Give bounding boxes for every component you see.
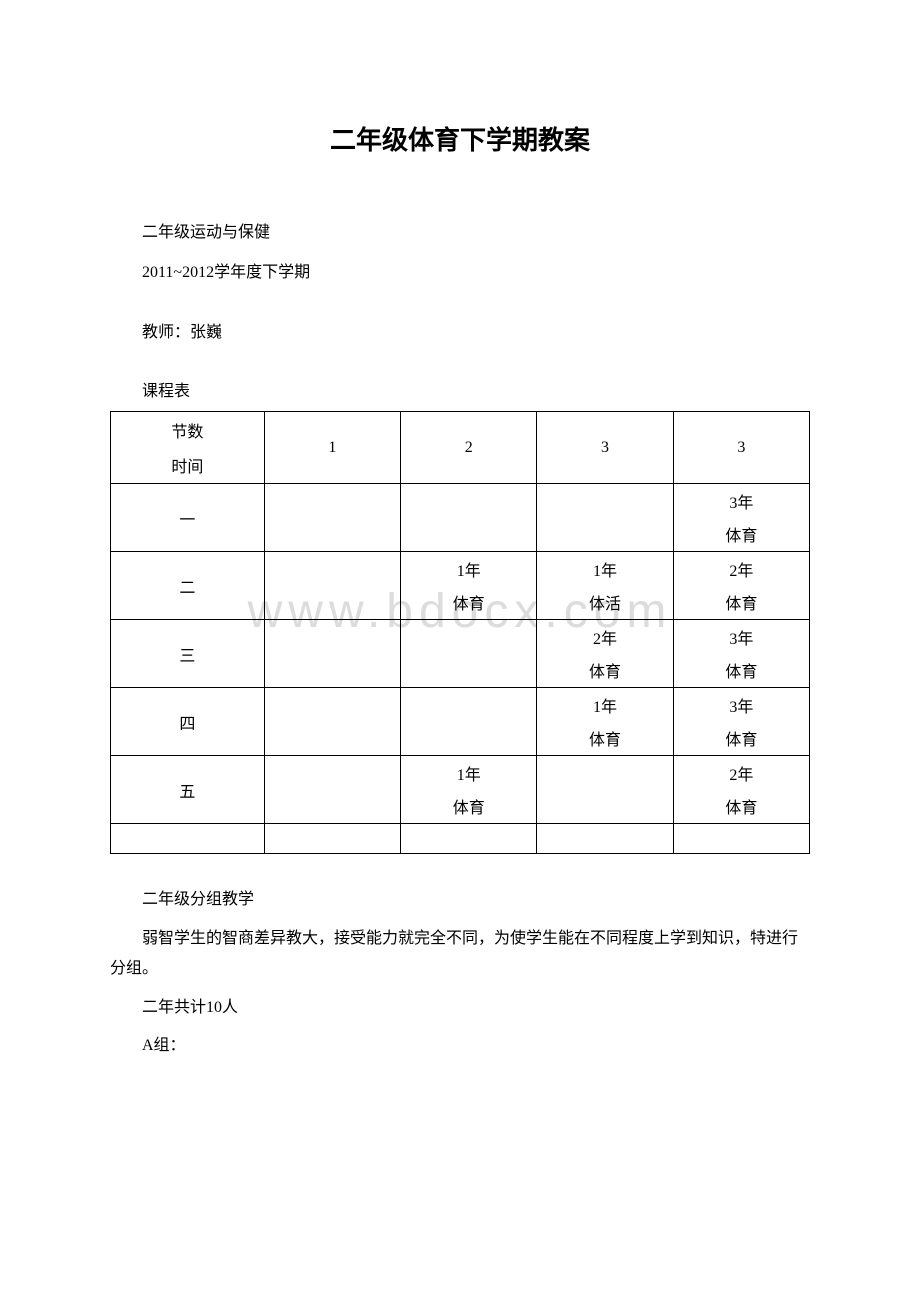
group-para: 弱智学生的智商差异教大，接受能力就完全不同，为使学生能在不同程度上学到知识，特进…	[110, 924, 810, 985]
cell	[537, 756, 673, 790]
day-cell: 五	[111, 756, 265, 824]
day-cell: 三	[111, 620, 265, 688]
cell	[264, 654, 400, 688]
cell: 体育	[537, 654, 673, 688]
table-row: 一 3年	[111, 484, 810, 518]
cell	[264, 688, 400, 722]
day-cell: 四	[111, 688, 265, 756]
group-a-label: A组：	[110, 1031, 810, 1061]
cell: 1年	[537, 552, 673, 586]
cell	[264, 620, 400, 654]
cell: 3年	[673, 688, 809, 722]
header-col-1: 1	[264, 412, 400, 484]
cell: 体育	[673, 790, 809, 824]
schedule-heading: 课程表	[110, 377, 810, 401]
cell: 2年	[673, 756, 809, 790]
day-cell: 二	[111, 552, 265, 620]
cell: 3年	[673, 620, 809, 654]
cell: 3年	[673, 484, 809, 518]
cell	[537, 824, 673, 854]
cell	[264, 484, 400, 518]
table-header-row: 节数 1 2 3 3	[111, 412, 810, 448]
table-row: 四 1年 3年	[111, 688, 810, 722]
meta-subject: 二年级运动与保健	[110, 217, 810, 249]
cell: 体育	[537, 722, 673, 756]
cell	[673, 824, 809, 854]
group-heading: 二年级分组教学	[110, 884, 810, 916]
group-count: 二年共计10人	[110, 993, 810, 1023]
table-row: 二 1年 1年 2年	[111, 552, 810, 586]
cell	[401, 688, 537, 722]
header-col-3: 3	[537, 412, 673, 484]
cell: 体育	[401, 586, 537, 620]
page-title: 二年级体育下学期教案	[110, 120, 810, 157]
meta-teacher: 教师：张巍	[110, 317, 810, 349]
cell: 1年	[401, 552, 537, 586]
cell: 1年	[537, 688, 673, 722]
cell	[264, 518, 400, 552]
cell: 2年	[537, 620, 673, 654]
table-row: 三 2年 3年	[111, 620, 810, 654]
cell: 体育	[673, 586, 809, 620]
header-time: 时间	[111, 448, 265, 484]
cell	[264, 586, 400, 620]
cell	[111, 824, 265, 854]
day-cell: 一	[111, 484, 265, 552]
cell	[401, 824, 537, 854]
schedule-table: 节数 1 2 3 3 时间 一 3年 体育 二 1年 1年 2年	[110, 411, 810, 854]
header-periods: 节数	[111, 412, 265, 448]
cell	[537, 518, 673, 552]
cell	[401, 484, 537, 518]
cell	[264, 824, 400, 854]
cell	[401, 518, 537, 552]
cell	[264, 552, 400, 586]
table-row: 五 1年 2年	[111, 756, 810, 790]
cell	[264, 790, 400, 824]
cell: 体育	[673, 722, 809, 756]
cell	[264, 722, 400, 756]
cell: 体育	[401, 790, 537, 824]
cell: 体育	[673, 654, 809, 688]
header-col-4: 3	[673, 412, 809, 484]
cell	[401, 654, 537, 688]
cell	[264, 756, 400, 790]
cell	[537, 790, 673, 824]
table-row	[111, 824, 810, 854]
cell	[537, 484, 673, 518]
cell	[401, 722, 537, 756]
cell	[401, 620, 537, 654]
cell: 2年	[673, 552, 809, 586]
cell: 1年	[401, 756, 537, 790]
teacher-name: 张巍	[190, 324, 222, 341]
cell: 体活	[537, 586, 673, 620]
teacher-label: 教师：	[142, 324, 190, 341]
meta-term: 2011~2012学年度下学期	[110, 257, 810, 289]
cell: 体育	[673, 518, 809, 552]
header-col-2: 2	[401, 412, 537, 484]
